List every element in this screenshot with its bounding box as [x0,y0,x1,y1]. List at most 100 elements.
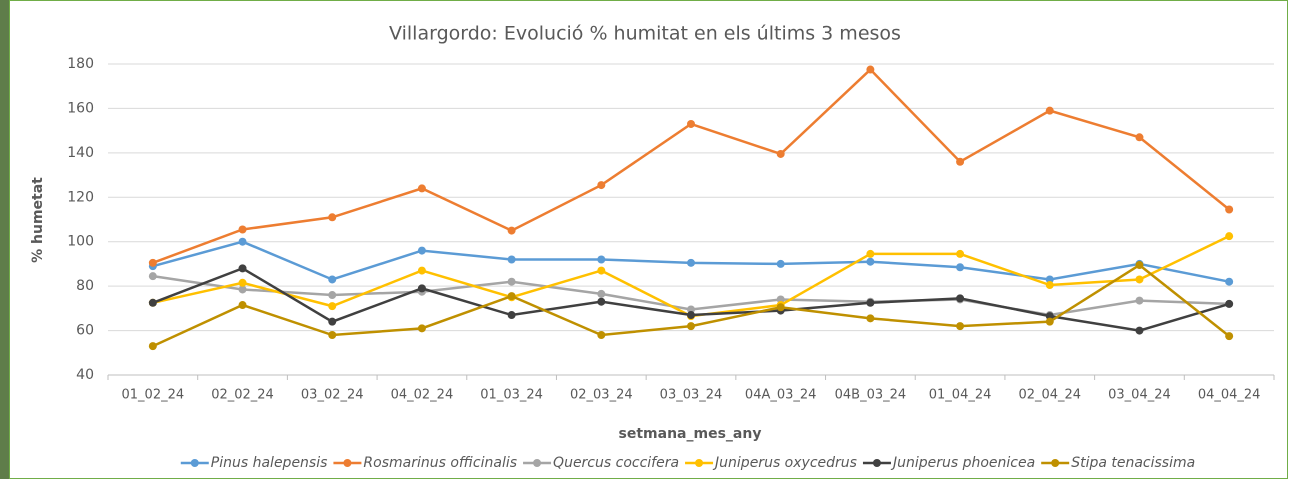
data-point [417,184,426,193]
y-tick-label: 100 [67,234,94,250]
chart-title: Villargordo: Evolució % humitat en els ú… [389,23,901,45]
data-point [1045,317,1054,326]
y-tick-label: 160 [67,100,94,116]
y-tick-label: 140 [67,145,94,161]
x-tick-label: 01_04_24 [929,388,992,403]
data-point [507,277,516,286]
data-point [238,301,247,310]
data-point [507,311,516,320]
legend-item: Pinus halepensis [180,455,327,471]
data-point [238,278,247,287]
data-point [1045,106,1054,115]
legend-item: Rosmarinus officinalis [333,455,517,471]
legend-marker [190,459,199,467]
data-point [507,226,516,235]
legend-item: Stipa tenacissima [1041,455,1195,471]
data-point [328,213,337,222]
data-point [866,314,875,323]
data-point [597,289,606,298]
data-point [1225,205,1234,214]
x-tick-label: 02_04_24 [1018,388,1081,403]
legend-marker [533,459,542,467]
data-point [148,258,157,267]
y-tick-label: 60 [76,323,94,339]
data-point [1135,296,1144,305]
data-point [1045,312,1054,321]
data-point [1045,275,1054,284]
data-point [776,149,785,158]
data-point [597,181,606,190]
data-point [148,342,157,351]
data-point [148,272,157,281]
x-tick-label: 03_02_24 [301,388,364,403]
data-point [956,249,965,258]
legend-label: Stipa tenacissima [1071,455,1195,471]
data-point [328,302,337,311]
x-tick-label: 04A_03_24 [745,388,817,403]
side-photo-strip [0,0,9,479]
data-point [238,285,247,294]
data-point [328,317,337,326]
legend-item: Juniperus phoenicea [862,455,1035,471]
data-point [417,246,426,255]
x-tick-label: 01_02_24 [122,388,185,403]
legend-item: Quercus coccifera [523,455,679,471]
legend-marker [872,459,881,467]
x-tick-label: 01_03_24 [480,388,543,403]
data-point [417,324,426,333]
data-point [1225,332,1234,341]
data-point [1135,326,1144,335]
data-point [238,225,247,234]
data-point [956,322,965,331]
legend-label: Quercus coccifera [553,455,679,471]
data-point [1225,277,1234,286]
data-point [1135,275,1144,284]
data-point [956,157,965,166]
x-tick-label: 04_04_24 [1198,388,1261,403]
legend-marker [695,459,704,467]
data-point [417,284,426,293]
data-point [238,237,247,246]
x-tick-label: 02_02_24 [211,388,274,403]
data-point [687,258,695,267]
data-point [1135,133,1144,142]
data-point [597,255,606,264]
data-point [687,305,695,314]
y-tick-label: 40 [76,367,94,383]
data-point [1045,281,1054,290]
data-point [866,249,875,258]
data-point [507,255,516,264]
data-point [238,264,247,273]
data-point [1225,299,1234,308]
data-point [328,291,337,300]
x-axis-title: setmana_mes_any [619,426,762,442]
data-point [597,297,606,306]
data-point [776,259,785,268]
data-point [776,295,785,304]
data-point [866,257,875,266]
data-point [417,266,426,275]
data-point [148,298,157,307]
x-tick-label: 04_02_24 [391,388,454,403]
data-point [1225,232,1234,241]
data-point [956,294,965,303]
y-tick-label: 80 [76,278,94,294]
x-tick-label: 04B_03_24 [835,388,907,403]
x-tick-label: 02_03_24 [570,388,633,403]
data-point [597,331,606,340]
data-point [507,292,516,301]
data-point [1135,261,1144,270]
legend-label: Juniperus oxycedrus [712,455,857,471]
legend-marker [1051,459,1060,467]
data-point [597,266,606,275]
data-point [687,119,695,128]
data-point [328,275,337,284]
data-point [866,298,875,307]
y-tick-label: 180 [67,56,94,72]
x-tick-label: 03_04_24 [1108,388,1171,403]
legend-label: Juniperus phoenicea [890,455,1035,471]
y-tick-label: 120 [67,189,94,205]
data-point [956,263,965,272]
data-point [866,65,875,74]
